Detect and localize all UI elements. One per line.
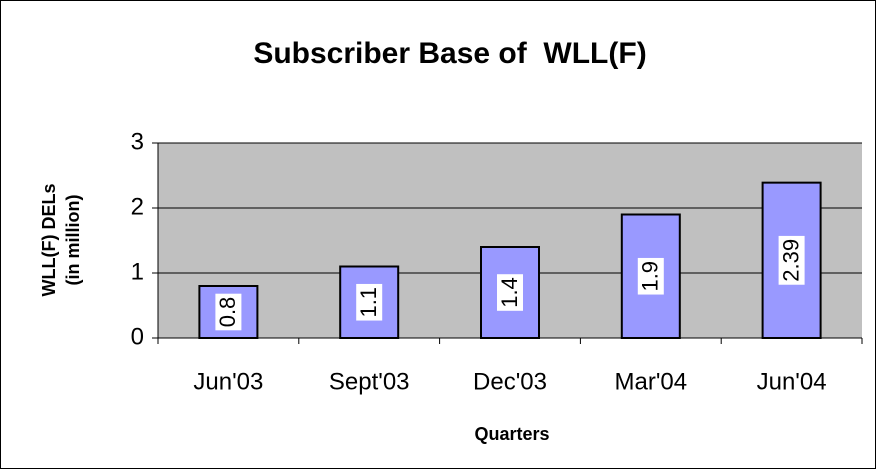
y-tick-label: 2 [131,193,144,220]
data-label: 0.8 [215,297,240,328]
data-label: 1.4 [497,277,522,308]
y-tick-label: 0 [131,323,144,350]
data-label-box [497,274,523,311]
y-axis-label-line: WLL(F) DELs [39,184,59,297]
data-label-box [215,293,242,331]
data-label-group: 0.8 [215,293,242,331]
data-label-group: 1.4 [497,274,523,311]
x-tick-label: Sept'03 [329,368,410,395]
data-label-group: 2.39 [778,235,805,285]
data-label: 2.39 [778,239,803,282]
chart-title: Subscriber Base of WLL(F) [253,37,646,70]
data-label-group: 1.1 [356,283,383,321]
bar [339,265,400,339]
x-tick-label: Jun'04 [757,368,827,395]
data-label-box [356,283,383,321]
data-label-box [778,235,805,285]
y-axis-label: WLL(F) DELs (in million) [39,184,83,297]
x-axis-label: Quarters [474,424,549,444]
data-label: 1.1 [356,287,381,318]
x-tick-label: Dec'03 [473,368,547,395]
y-tick-label: 3 [131,128,144,155]
y-axis-label-line: (in million) [63,195,83,286]
x-tick-label: Jun'03 [193,368,263,395]
data-label-group: 1.9 [637,257,664,295]
x-tick-label: Mar'04 [614,368,687,395]
data-label: 1.9 [638,261,663,292]
data-label-box [637,257,664,295]
y-tick-label: 1 [131,258,144,285]
